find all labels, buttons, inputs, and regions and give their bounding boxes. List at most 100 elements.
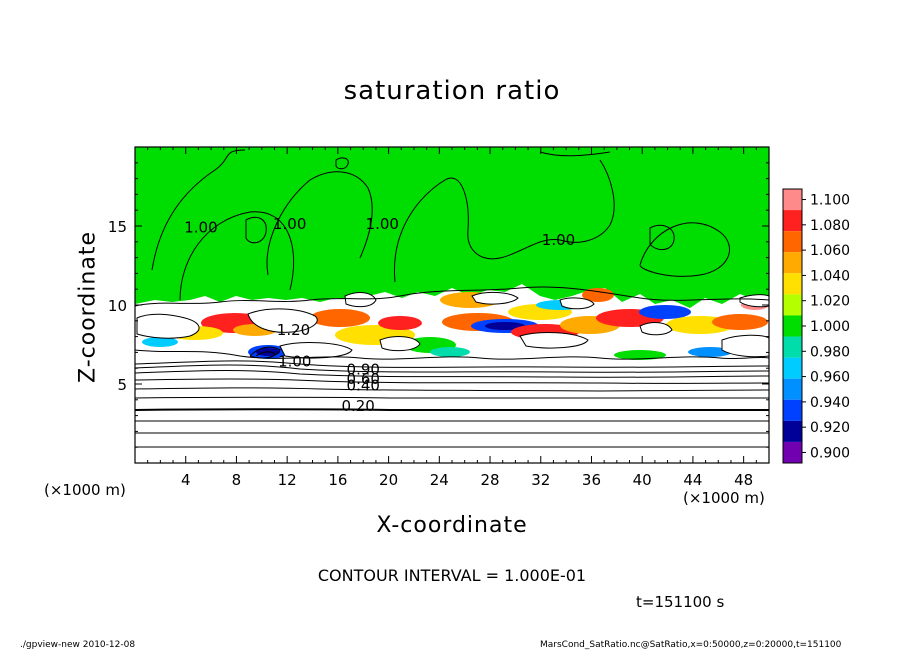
colorbar: 1.100 1.080 1.060 1.040 1.020 1.000 0.980 0.960… <box>782 188 850 464</box>
contour-label: 1.00 <box>273 215 306 233</box>
colorbar-label: 0.940 <box>810 395 850 411</box>
contour-line <box>135 369 769 378</box>
contour-line <box>135 349 769 360</box>
z-tick-label: 15 <box>108 218 127 236</box>
white-regions <box>136 291 769 359</box>
colorbar-label: 1.000 <box>810 319 850 335</box>
x-axis-label: X-coordinate <box>376 513 528 538</box>
white-region <box>247 308 318 333</box>
x-tick-label: 12 <box>278 471 297 489</box>
contour-line <box>539 151 611 157</box>
contour-label: 0.90 <box>347 361 380 379</box>
colorbar-label: 1.020 <box>810 294 850 310</box>
contour-line <box>249 346 281 359</box>
colorbar-cell <box>783 441 802 463</box>
white-region <box>136 313 200 339</box>
z-axis-unit: (×1000 m) <box>44 481 126 499</box>
white-region <box>559 297 595 310</box>
colorbar-cell <box>783 315 802 337</box>
colorbar-cell <box>783 294 802 316</box>
white-region <box>519 332 589 349</box>
lower-contours <box>135 360 769 448</box>
colorbar-cell <box>783 399 802 421</box>
white-region <box>639 322 673 336</box>
colorbar-label: 1.060 <box>810 243 850 259</box>
x-tick-label: 4 <box>181 471 191 489</box>
z-ticks: 5 10 15 <box>108 162 769 448</box>
x-tick-label: 24 <box>430 471 449 489</box>
colorbar-cell <box>783 336 802 358</box>
colorbar-cell <box>783 189 802 211</box>
white-region <box>471 291 519 305</box>
cloud-patch <box>430 347 470 357</box>
colorbar-label: 1.100 <box>810 193 850 209</box>
contour-line <box>179 211 295 301</box>
colorbar-cell <box>783 210 802 232</box>
white-region <box>379 336 421 352</box>
time-label: t=151100 s <box>636 593 725 611</box>
colorbar-cell <box>783 420 802 442</box>
contour-labels: 1.00 1.00 1.00 1.00 1.20 1.00 0.900.600.40 0.20 <box>184 215 575 415</box>
z-tick-label: 5 <box>117 376 127 394</box>
contour-line <box>639 222 730 277</box>
contour-line <box>245 216 267 244</box>
colorbar-cell <box>783 252 802 274</box>
contour-line <box>135 387 769 392</box>
white-region <box>721 334 769 358</box>
footer-left: ./gpview-new 2010-12-08 <box>20 640 136 650</box>
contour-label: 1.00 <box>366 215 399 233</box>
x-tick-label: 44 <box>683 471 702 489</box>
contour-label: 0.20 <box>341 397 374 415</box>
band-contours <box>135 286 769 360</box>
cloud-patch <box>582 288 614 302</box>
contour-label: 1.00 <box>542 231 575 249</box>
contour-line <box>135 396 769 399</box>
colorbar-cell <box>783 273 802 295</box>
cloud-patch <box>639 305 691 319</box>
contour-label: 1.00 <box>278 353 311 371</box>
white-region <box>344 292 377 308</box>
green-region <box>135 147 769 308</box>
contour-line <box>266 171 373 276</box>
contour-line <box>393 159 615 283</box>
x-axis-unit: (×1000 m) <box>683 489 765 507</box>
contour-line <box>135 360 769 368</box>
colorbar-cell <box>783 378 802 400</box>
colorbar-label: 1.040 <box>810 268 850 284</box>
colorbar-label: 0.920 <box>810 420 850 436</box>
contour-line <box>255 351 276 357</box>
contour-label: 0.40 <box>347 376 380 394</box>
colorbar-label: 1.080 <box>810 218 850 234</box>
colorbar-label: 0.900 <box>810 445 850 461</box>
cloud-patch <box>688 347 732 357</box>
contour-line <box>335 157 349 170</box>
footer-right: MarsCond_SatRatio.nc@SatRatio,x=0:50000,… <box>540 640 842 650</box>
colorbar-cell <box>783 357 802 379</box>
contour-label: 1.00 <box>184 218 217 236</box>
contour-line <box>649 224 675 250</box>
white-region <box>739 294 769 308</box>
contour-line <box>135 378 769 384</box>
upper-contours <box>151 149 730 301</box>
contour-interval-text: CONTOUR INTERVAL = 1.000E-01 <box>317 566 587 585</box>
x-tick-label: 32 <box>531 471 550 489</box>
contour-line <box>151 149 246 271</box>
x-tick-label: 48 <box>734 471 753 489</box>
cloud-patch <box>142 337 178 347</box>
x-tick-label: 28 <box>480 471 499 489</box>
cloud-patch <box>485 322 525 330</box>
contour-label: 0.60 <box>347 370 380 388</box>
x-tick-label: 20 <box>379 471 398 489</box>
chart-title: saturation ratio <box>343 76 561 106</box>
contour-line <box>135 408 769 412</box>
x-ticks: 4 8 12 16 20 24 28 32 36 40 44 48 <box>147 147 757 489</box>
cloud-patch <box>614 350 666 360</box>
x-tick-label: 16 <box>328 471 347 489</box>
x-tick-label: 36 <box>582 471 601 489</box>
x-tick-label: 40 <box>633 471 652 489</box>
cloud-patch <box>310 309 370 327</box>
x-tick-label: 8 <box>232 471 242 489</box>
colorbar-label: 0.960 <box>810 370 850 386</box>
colorbar-cell <box>783 231 802 253</box>
